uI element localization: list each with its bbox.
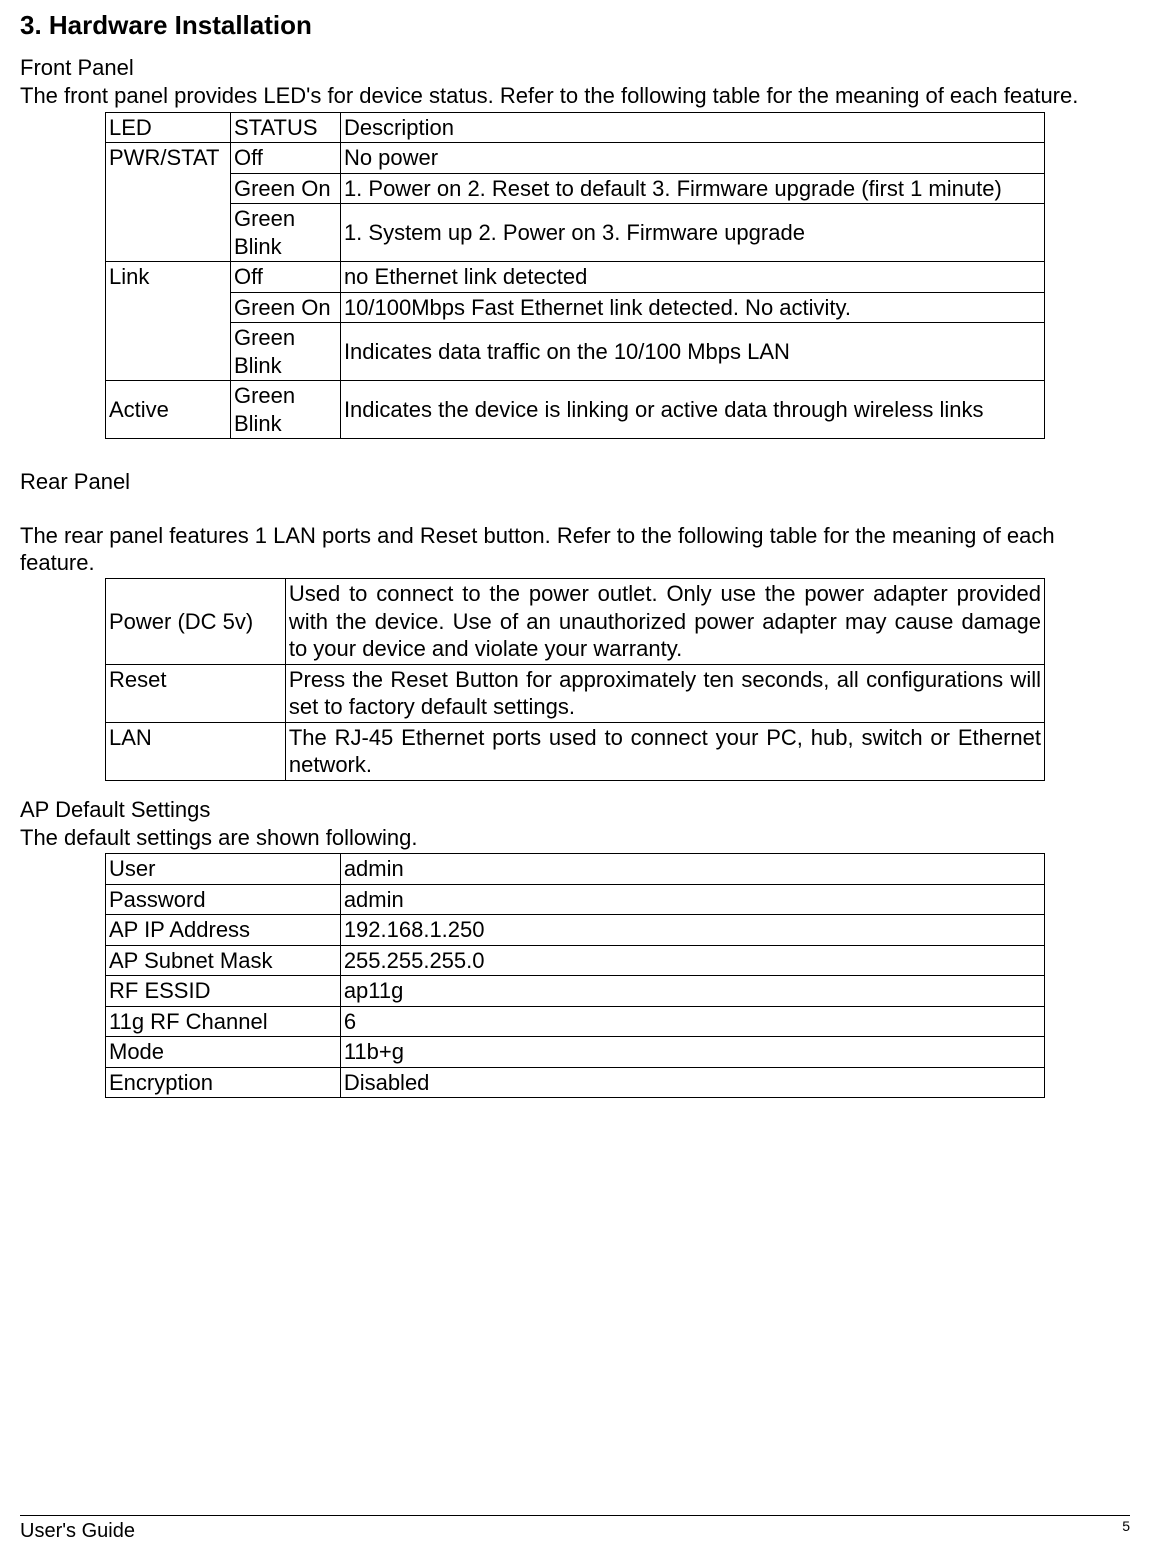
table-row: RF ESSIDap11g: [106, 976, 1045, 1007]
settings-heading: AP Default Settings: [20, 797, 1130, 823]
front-panel-intro: The front panel provides LED's for devic…: [20, 83, 1130, 109]
cell-name: Reset: [106, 664, 286, 722]
cell-status: Green On: [230, 173, 340, 204]
cell-value: admin: [340, 854, 1044, 885]
cell-status: Green Blink: [230, 381, 340, 439]
table-row: Green Blink 1. System up 2. Power on 3. …: [106, 204, 1045, 262]
cell-value: Disabled: [340, 1067, 1044, 1098]
cell-key: Encryption: [106, 1067, 341, 1098]
table-row: LED STATUS Description: [106, 112, 1045, 143]
table-row: PWR/STAT Off No power: [106, 143, 1045, 174]
table-row: Reset Press the Reset Button for approxi…: [106, 664, 1045, 722]
cell-desc: 1. Power on 2. Reset to default 3. Firmw…: [340, 173, 1044, 204]
cell-key: RF ESSID: [106, 976, 341, 1007]
table-row: Link Off no Ethernet link detected: [106, 262, 1045, 293]
default-settings-table: Useradmin Passwordadmin AP IP Address192…: [105, 853, 1045, 1098]
cell-led: Active: [106, 381, 231, 439]
cell-key: Mode: [106, 1037, 341, 1068]
table-row: Green Blink Indicates data traffic on th…: [106, 323, 1045, 381]
cell-key: Password: [106, 884, 341, 915]
header-led: LED: [106, 112, 231, 143]
cell-key: AP Subnet Mask: [106, 945, 341, 976]
table-row: Active Green Blink Indicates the device …: [106, 381, 1045, 439]
page-number: 5: [1122, 1518, 1130, 1534]
table-row: Useradmin: [106, 854, 1045, 885]
cell-status: Off: [230, 262, 340, 293]
cell-status: Green Blink: [230, 323, 340, 381]
table-row: Green On 10/100Mbps Fast Ethernet link d…: [106, 292, 1045, 323]
table-row: Mode11b+g: [106, 1037, 1045, 1068]
cell-key: AP IP Address: [106, 915, 341, 946]
cell-desc: Used to connect to the power outlet. Onl…: [285, 579, 1044, 665]
cell-status: Off: [230, 143, 340, 174]
rear-panel-table: Power (DC 5v) Used to connect to the pow…: [105, 578, 1045, 781]
cell-desc: 1. System up 2. Power on 3. Firmware upg…: [340, 204, 1044, 262]
cell-name: Power (DC 5v): [106, 579, 286, 665]
table-row: LAN The RJ-45 Ethernet ports used to con…: [106, 722, 1045, 780]
table-row: AP Subnet Mask255.255.255.0: [106, 945, 1045, 976]
front-panel-heading: Front Panel: [20, 55, 1130, 81]
cell-status: Green On: [230, 292, 340, 323]
cell-key: 11g RF Channel: [106, 1006, 341, 1037]
page-footer: User's Guide 5: [20, 1515, 1130, 1543]
cell-desc: Indicates data traffic on the 10/100 Mbp…: [340, 323, 1044, 381]
cell-led: PWR/STAT: [106, 143, 231, 262]
cell-value: 255.255.255.0: [340, 945, 1044, 976]
cell-key: User: [106, 854, 341, 885]
cell-desc: Indicates the device is linking or activ…: [340, 381, 1044, 439]
cell-desc: The RJ-45 Ethernet ports used to connect…: [285, 722, 1044, 780]
cell-name: LAN: [106, 722, 286, 780]
header-status: STATUS: [230, 112, 340, 143]
cell-value: 11b+g: [340, 1037, 1044, 1068]
cell-value: ap11g: [340, 976, 1044, 1007]
rear-panel-heading: Rear Panel: [20, 469, 1130, 495]
cell-value: 192.168.1.250: [340, 915, 1044, 946]
cell-desc: No power: [340, 143, 1044, 174]
cell-desc: 10/100Mbps Fast Ethernet link detected. …: [340, 292, 1044, 323]
cell-value: 6: [340, 1006, 1044, 1037]
rear-panel-intro: The rear panel features 1 LAN ports and …: [20, 523, 1130, 576]
table-row: Power (DC 5v) Used to connect to the pow…: [106, 579, 1045, 665]
settings-intro: The default settings are shown following…: [20, 825, 1130, 851]
table-row: Green On 1. Power on 2. Reset to default…: [106, 173, 1045, 204]
cell-desc: Press the Reset Button for approximately…: [285, 664, 1044, 722]
cell-desc: no Ethernet link detected: [340, 262, 1044, 293]
footer-label: User's Guide: [20, 1520, 135, 1542]
cell-led: Link: [106, 262, 231, 381]
led-table: LED STATUS Description PWR/STAT Off No p…: [105, 112, 1045, 440]
cell-status: Green Blink: [230, 204, 340, 262]
table-row: 11g RF Channel6: [106, 1006, 1045, 1037]
header-description: Description: [340, 112, 1044, 143]
page-title: 3. Hardware Installation: [20, 10, 1130, 41]
table-row: EncryptionDisabled: [106, 1067, 1045, 1098]
table-row: AP IP Address192.168.1.250: [106, 915, 1045, 946]
cell-value: admin: [340, 884, 1044, 915]
table-row: Passwordadmin: [106, 884, 1045, 915]
